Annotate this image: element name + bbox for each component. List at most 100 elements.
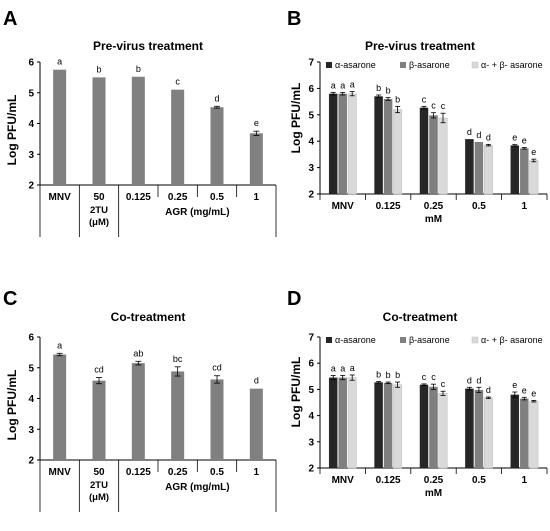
chart-panel-c: C Co-treatment Log PFU/mL 2 3 4 5 6 a MNV cd 50 ab 0.… bbox=[3, 288, 277, 512]
bar bbox=[249, 388, 263, 460]
x-tick-label: 0.125 bbox=[376, 475, 401, 486]
y-tick-label: 7 bbox=[308, 333, 314, 344]
bar bbox=[529, 400, 539, 469]
sub-label-2tu-unit: (μM) bbox=[89, 492, 109, 503]
significance-letter: b bbox=[395, 370, 400, 380]
x-tick-label: 1 bbox=[254, 467, 260, 478]
bar bbox=[429, 115, 438, 194]
significance-letter: d bbox=[214, 93, 219, 103]
bar bbox=[393, 384, 403, 469]
significance-letter: c bbox=[441, 101, 446, 111]
significance-letter: d bbox=[486, 385, 491, 395]
significance-letter: b bbox=[96, 64, 101, 74]
y-tick-label: 2 bbox=[308, 464, 314, 475]
y-tick-label: 2 bbox=[28, 181, 34, 192]
significance-letter: cd bbox=[212, 363, 222, 373]
bar bbox=[347, 93, 357, 195]
legend-label: α- + β- asarone bbox=[481, 60, 543, 70]
bar bbox=[474, 389, 484, 468]
significance-letter: b bbox=[395, 94, 400, 104]
y-axis-label: Log PFU/mL bbox=[289, 83, 303, 154]
x-tick-label: 0.25 bbox=[424, 475, 444, 486]
legend-swatch bbox=[400, 62, 406, 68]
significance-letter: a bbox=[331, 80, 336, 90]
y-tick-label: 4 bbox=[308, 411, 314, 422]
bar bbox=[53, 354, 67, 460]
y-tick-label: 3 bbox=[308, 163, 314, 174]
bar bbox=[383, 382, 393, 468]
y-axis-label: Log PFU/mL bbox=[289, 357, 303, 428]
y-tick-label: 7 bbox=[308, 58, 314, 69]
significance-letter: bc bbox=[173, 354, 183, 364]
y-tick-label: 6 bbox=[308, 359, 314, 370]
bar bbox=[92, 380, 106, 460]
y-tick-label: 6 bbox=[28, 333, 34, 344]
y-axis-label: Log PFU/mL bbox=[5, 95, 19, 166]
x-tick-label: 1 bbox=[522, 201, 528, 212]
significance-letter: d bbox=[254, 376, 259, 386]
y-tick-label: 6 bbox=[28, 58, 34, 69]
chart-title: Co-treatment bbox=[383, 310, 458, 324]
bar bbox=[465, 139, 474, 194]
x-tick-label: 0.25 bbox=[424, 201, 444, 212]
significance-letter: a bbox=[57, 57, 62, 67]
bar bbox=[131, 363, 145, 460]
bar bbox=[347, 377, 357, 469]
significance-letter: c bbox=[441, 379, 446, 389]
y-tick-label: 4 bbox=[28, 119, 34, 130]
y-tick-label: 5 bbox=[28, 88, 34, 99]
chart-title: Pre-virus treatment bbox=[93, 39, 203, 53]
bar bbox=[520, 148, 529, 194]
bar bbox=[53, 69, 67, 185]
significance-letter: d bbox=[476, 375, 481, 385]
legend-label: β-asarone bbox=[409, 335, 450, 345]
significance-letter: a bbox=[340, 80, 345, 90]
x-tick-label: 0.5 bbox=[210, 192, 224, 203]
bar bbox=[374, 382, 383, 468]
significance-letter: c bbox=[431, 101, 436, 111]
legend-swatch bbox=[471, 336, 479, 344]
significance-letter: c bbox=[422, 94, 427, 104]
panel-letter: D bbox=[287, 288, 301, 310]
x-tick-label: MNV bbox=[49, 467, 72, 478]
significance-letter: ab bbox=[133, 348, 143, 358]
y-tick-label: 4 bbox=[308, 137, 314, 148]
significance-letter: e bbox=[512, 380, 517, 390]
y-tick-label: 5 bbox=[308, 110, 314, 121]
bar bbox=[328, 377, 338, 468]
x-tick-label: 0.25 bbox=[168, 467, 188, 478]
bar bbox=[171, 371, 185, 460]
significance-letter: a bbox=[57, 340, 62, 350]
significance-letter: e bbox=[512, 133, 517, 143]
legend-label: β-asarone bbox=[409, 60, 450, 70]
significance-letter: e bbox=[531, 147, 536, 157]
significance-letter: e bbox=[522, 136, 527, 146]
x-tick-label: 0.5 bbox=[472, 201, 486, 212]
sub-label-2tu-unit: (μM) bbox=[89, 217, 109, 228]
significance-letter: d bbox=[486, 132, 491, 142]
panel-letter: A bbox=[3, 8, 17, 30]
panel-letter: B bbox=[287, 8, 301, 30]
y-tick-label: 3 bbox=[308, 437, 314, 448]
bar bbox=[393, 109, 403, 195]
chart-title: Pre-virus treatment bbox=[365, 39, 475, 53]
bar bbox=[338, 377, 347, 468]
x-tick-label: 1 bbox=[522, 475, 528, 486]
significance-letter: e bbox=[254, 118, 259, 128]
bar bbox=[483, 397, 493, 469]
chart-panel-a: A Pre-virus treatment Log PFU/mL 2 3 4 5 6 a MNV b… bbox=[3, 8, 277, 237]
chart-panel-b: B Pre-virus treatment Log PFU/mL 2 3 4 5 6 7 MNV 0… bbox=[287, 8, 548, 225]
significance-letter: e bbox=[522, 385, 527, 395]
legend-swatch bbox=[400, 337, 406, 343]
x-tick-label: 1 bbox=[254, 192, 260, 203]
bar bbox=[210, 379, 224, 460]
bar bbox=[249, 133, 263, 185]
x-axis-label: mM bbox=[425, 488, 442, 499]
x-tick-label: MNV bbox=[49, 192, 72, 203]
bar bbox=[429, 386, 438, 468]
y-tick-label: 3 bbox=[28, 150, 34, 161]
bar bbox=[465, 388, 474, 468]
y-tick-label: 2 bbox=[28, 456, 34, 467]
bar bbox=[171, 89, 185, 185]
